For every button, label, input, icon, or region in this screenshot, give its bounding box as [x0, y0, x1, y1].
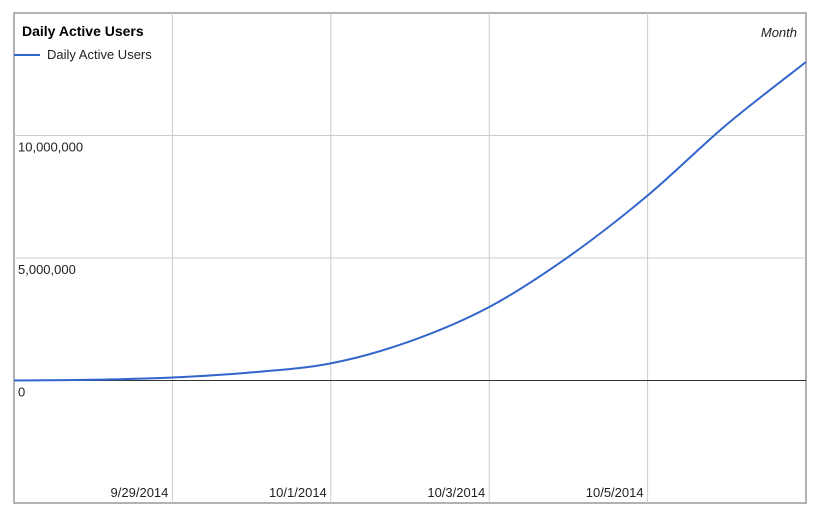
x-tick-label: 10/1/2014	[269, 485, 327, 500]
legend-label[interactable]: Daily Active Users	[47, 47, 152, 62]
series-line-daily-active-users	[13, 61, 807, 382]
data-point[interactable]	[328, 360, 334, 366]
data-point[interactable]	[169, 375, 175, 381]
y-tick-label: 10,000,000	[18, 140, 83, 155]
data-point[interactable]	[11, 378, 17, 384]
y-tick-label: 5,000,000	[18, 262, 76, 277]
x-tick-label: 10/5/2014	[586, 485, 644, 500]
data-point[interactable]	[90, 377, 96, 383]
tick-labels: 9/29/2014 10/1/2014 10/3/2014 10/5/2014 0 5,0…	[18, 140, 644, 501]
data-point[interactable]	[249, 369, 255, 375]
data-point[interactable]	[645, 193, 651, 199]
y-tick-label: 0	[18, 385, 25, 400]
chart-title: Daily Active Users	[22, 23, 144, 39]
grid	[14, 13, 806, 503]
data-point[interactable]	[407, 338, 413, 344]
data-point[interactable]	[803, 59, 809, 65]
data-point[interactable]	[565, 254, 571, 260]
data-point[interactable]	[724, 121, 730, 127]
month-label[interactable]: Month	[761, 25, 797, 40]
data-point[interactable]	[486, 304, 492, 310]
x-tick-label: 9/29/2014	[111, 485, 169, 500]
x-tick-label: 10/3/2014	[427, 485, 485, 500]
